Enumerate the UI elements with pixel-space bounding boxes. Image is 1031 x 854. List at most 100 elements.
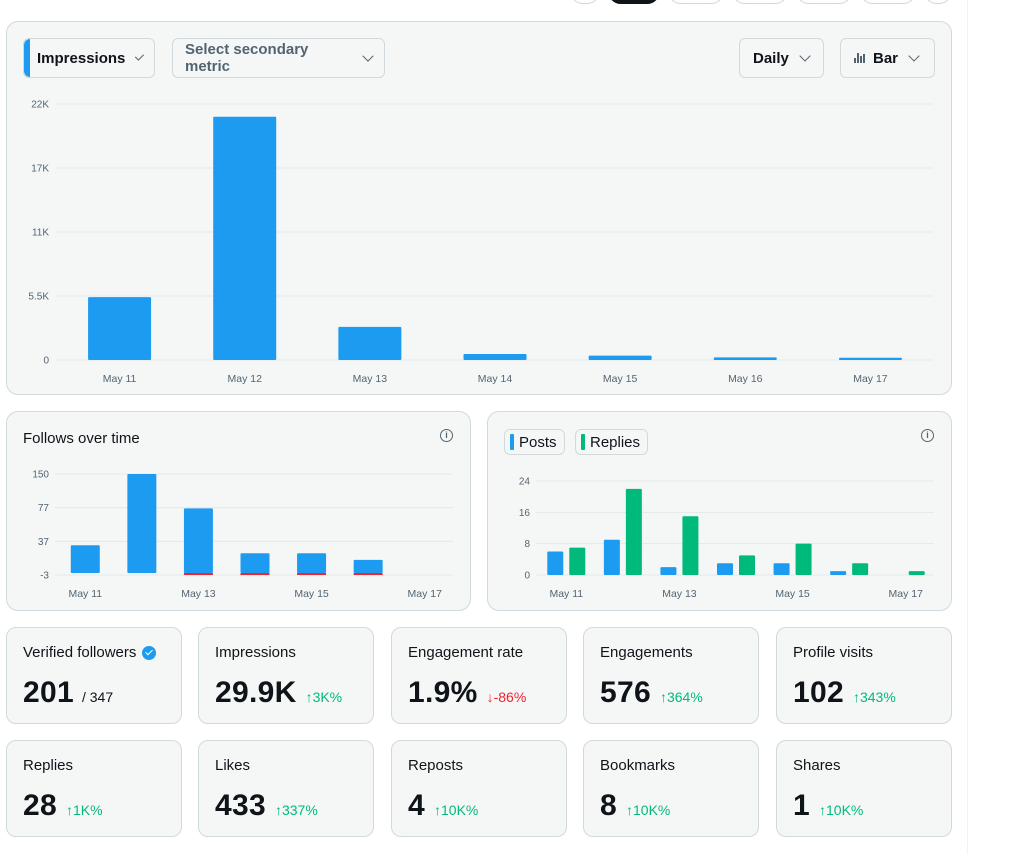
stat-value-row: 576 ↑364% (600, 676, 703, 710)
bar (838, 357, 902, 360)
info-icon[interactable]: i (440, 429, 453, 442)
bar (739, 555, 755, 575)
legend-replies[interactable]: Replies (575, 429, 649, 455)
stat-delta-value: 1K% (72, 802, 103, 818)
stat-value-row: 102 ↑343% (793, 676, 896, 710)
primary-metric-label: Impressions (37, 49, 126, 67)
stat-label: Profile visits (793, 644, 874, 661)
stat-delta-value: -86% (493, 689, 527, 705)
stat-label: Likes (215, 757, 251, 774)
x-tick-label: May 15 (294, 588, 329, 600)
stat-value: 29.9K (215, 676, 297, 709)
stat-value-row: 8 ↑10K% (600, 789, 670, 823)
y-tick-label: 77 (38, 503, 50, 514)
stat-value: 433 (215, 789, 266, 822)
arrow-up-icon: ↑ (626, 802, 633, 818)
impressions-bar-chart: 22K 17K 11K 5.5K 0 May 11 May 12 May 13 May 14 Ma… (28, 100, 933, 385)
stat-delta: ↑1K% (66, 802, 103, 818)
y-tick-label: 0 (524, 571, 530, 582)
bar (297, 553, 327, 574)
bar (830, 571, 847, 575)
legend-swatch (581, 434, 585, 450)
date-range-tab[interactable] (570, 0, 600, 4)
primary-metric-select[interactable]: Impressions (23, 38, 155, 78)
chart-type-select[interactable]: Bar (840, 38, 935, 78)
arrow-up-icon: ↑ (434, 802, 441, 818)
y-tick-label: 16 (519, 508, 531, 519)
stat-value: 28 (23, 789, 57, 822)
x-tick-label: May 17 (853, 373, 888, 385)
date-range-tab[interactable] (860, 0, 916, 4)
bar (353, 559, 383, 574)
stat-total: / 347 (81, 689, 114, 705)
legend-swatch (510, 434, 514, 450)
bar (625, 488, 642, 575)
stat-card-likes[interactable]: Likes 433 ↑337% (198, 740, 374, 837)
bar (682, 516, 699, 575)
stat-card-engagements[interactable]: Engagements 576 ↑364% (583, 627, 759, 724)
bar (127, 474, 157, 574)
x-tick-label: May 15 (603, 373, 638, 385)
stat-card-engagement-rate[interactable]: Engagement rate 1.9% ↓-86% (391, 627, 567, 724)
negative-bar (353, 573, 383, 576)
stat-label-wrap: Verified followers (23, 644, 157, 661)
x-tick-label: May 12 (227, 373, 262, 385)
bar (463, 353, 527, 360)
x-tick-label: May 11 (103, 373, 137, 385)
info-icon[interactable]: i (921, 429, 934, 442)
arrow-up-icon: ↑ (305, 689, 313, 705)
stat-value-row: 433 ↑337% (215, 789, 318, 823)
bar (713, 357, 777, 360)
stat-card-impressions[interactable]: Impressions 29.9K ↑3K% (198, 627, 374, 724)
x-tick-label: May 14 (478, 373, 513, 385)
stat-value: 576 (600, 676, 651, 709)
bar (603, 539, 620, 575)
date-range-tab[interactable] (924, 0, 952, 4)
date-range-tab-selected[interactable] (608, 0, 660, 4)
y-tick-label: 17K (31, 164, 49, 175)
stat-card-verified-followers[interactable]: Verified followers 201 / 347 (6, 627, 182, 724)
stat-label: Impressions (215, 644, 296, 661)
bar (588, 355, 652, 360)
bar (183, 508, 213, 574)
stat-card-profile-visits[interactable]: Profile visits 102 ↑343% (776, 627, 952, 724)
stat-delta: ↑10K% (434, 802, 478, 818)
stat-delta: ↑343% (853, 689, 896, 705)
bar (338, 326, 402, 360)
y-tick-label: 11K (32, 228, 49, 239)
secondary-metric-select[interactable]: Select secondary metric (172, 38, 385, 78)
stat-card-reposts[interactable]: Reposts 4 ↑10K% (391, 740, 567, 837)
y-tick-label: 5.5K (28, 292, 49, 303)
bar (70, 545, 100, 574)
stat-delta-value: 3K% (312, 689, 343, 705)
y-tick-label: 24 (519, 477, 531, 488)
stat-value: 102 (793, 676, 844, 709)
stat-delta-value: 10K% (441, 802, 479, 818)
stat-value-row: 1 ↑10K% (793, 789, 863, 823)
bar (908, 571, 925, 575)
date-range-tab[interactable] (732, 0, 788, 4)
stat-card-shares[interactable]: Shares 1 ↑10K% (776, 740, 952, 837)
date-range-tab[interactable] (668, 0, 724, 4)
arrow-up-icon: ↑ (819, 802, 826, 818)
x-tick-label: May 16 (728, 373, 763, 385)
negative-bar (297, 573, 327, 576)
bar (88, 297, 152, 360)
stat-delta: ↑3K% (306, 689, 343, 705)
arrow-down-icon: ↓ (486, 689, 494, 705)
legend-posts[interactable]: Posts (504, 429, 565, 455)
y-tick-label: -3 (40, 571, 49, 582)
stat-delta-value: 10K% (633, 802, 671, 818)
date-range-tab[interactable] (796, 0, 852, 4)
stat-delta: ↑337% (275, 802, 318, 818)
legend-replies-label: Replies (590, 433, 641, 451)
negative-bar (240, 573, 270, 576)
x-tick-label: May 17 (407, 588, 442, 600)
stat-delta: ↓-86% (487, 689, 527, 705)
stat-value-row: 1.9% ↓-86% (408, 676, 526, 710)
stat-label: Reposts (408, 757, 464, 774)
stat-delta: ↑10K% (626, 802, 670, 818)
stat-card-bookmarks[interactable]: Bookmarks 8 ↑10K% (583, 740, 759, 837)
stat-card-replies[interactable]: Replies 28 ↑1K% (6, 740, 182, 837)
interval-select[interactable]: Daily (739, 38, 824, 78)
